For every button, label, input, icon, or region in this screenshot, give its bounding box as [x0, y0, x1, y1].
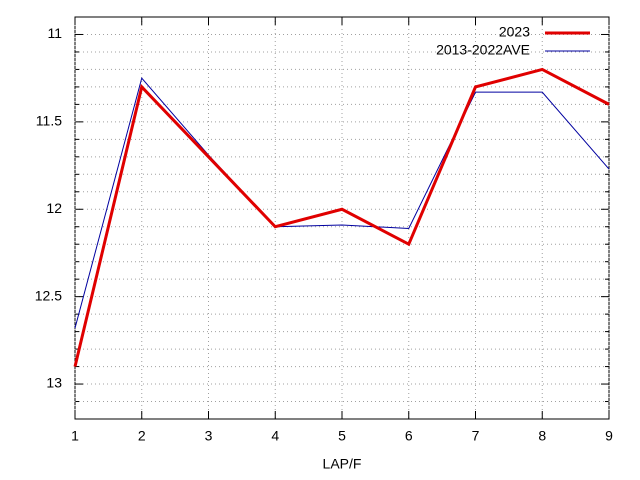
x-tick-label: 4 — [271, 428, 279, 444]
legend-label: 2023 — [499, 24, 530, 40]
x-tick-label: 7 — [472, 428, 480, 444]
x-tick-label: 2 — [138, 428, 146, 444]
y-tick-label: 12.5 — [35, 287, 62, 303]
series-line — [74, 77, 610, 329]
y-tick-label: 11 — [47, 25, 62, 41]
y-tick-label: 11.5 — [36, 113, 62, 129]
series-line — [73, 67, 610, 367]
x-tick-label: 9 — [605, 428, 613, 444]
y-tick-label: 13 — [46, 375, 62, 391]
legend-label: 2013-2022AVE — [436, 42, 530, 58]
x-tick-label: 3 — [205, 428, 213, 444]
x-axis-label: LAP/F — [323, 456, 362, 472]
x-tick-label: 1 — [71, 428, 79, 444]
y-tick-label: 12 — [46, 200, 62, 216]
x-tick-label: 8 — [538, 428, 546, 444]
x-tick-label: 5 — [338, 428, 346, 444]
x-tick-label: 6 — [405, 428, 413, 444]
